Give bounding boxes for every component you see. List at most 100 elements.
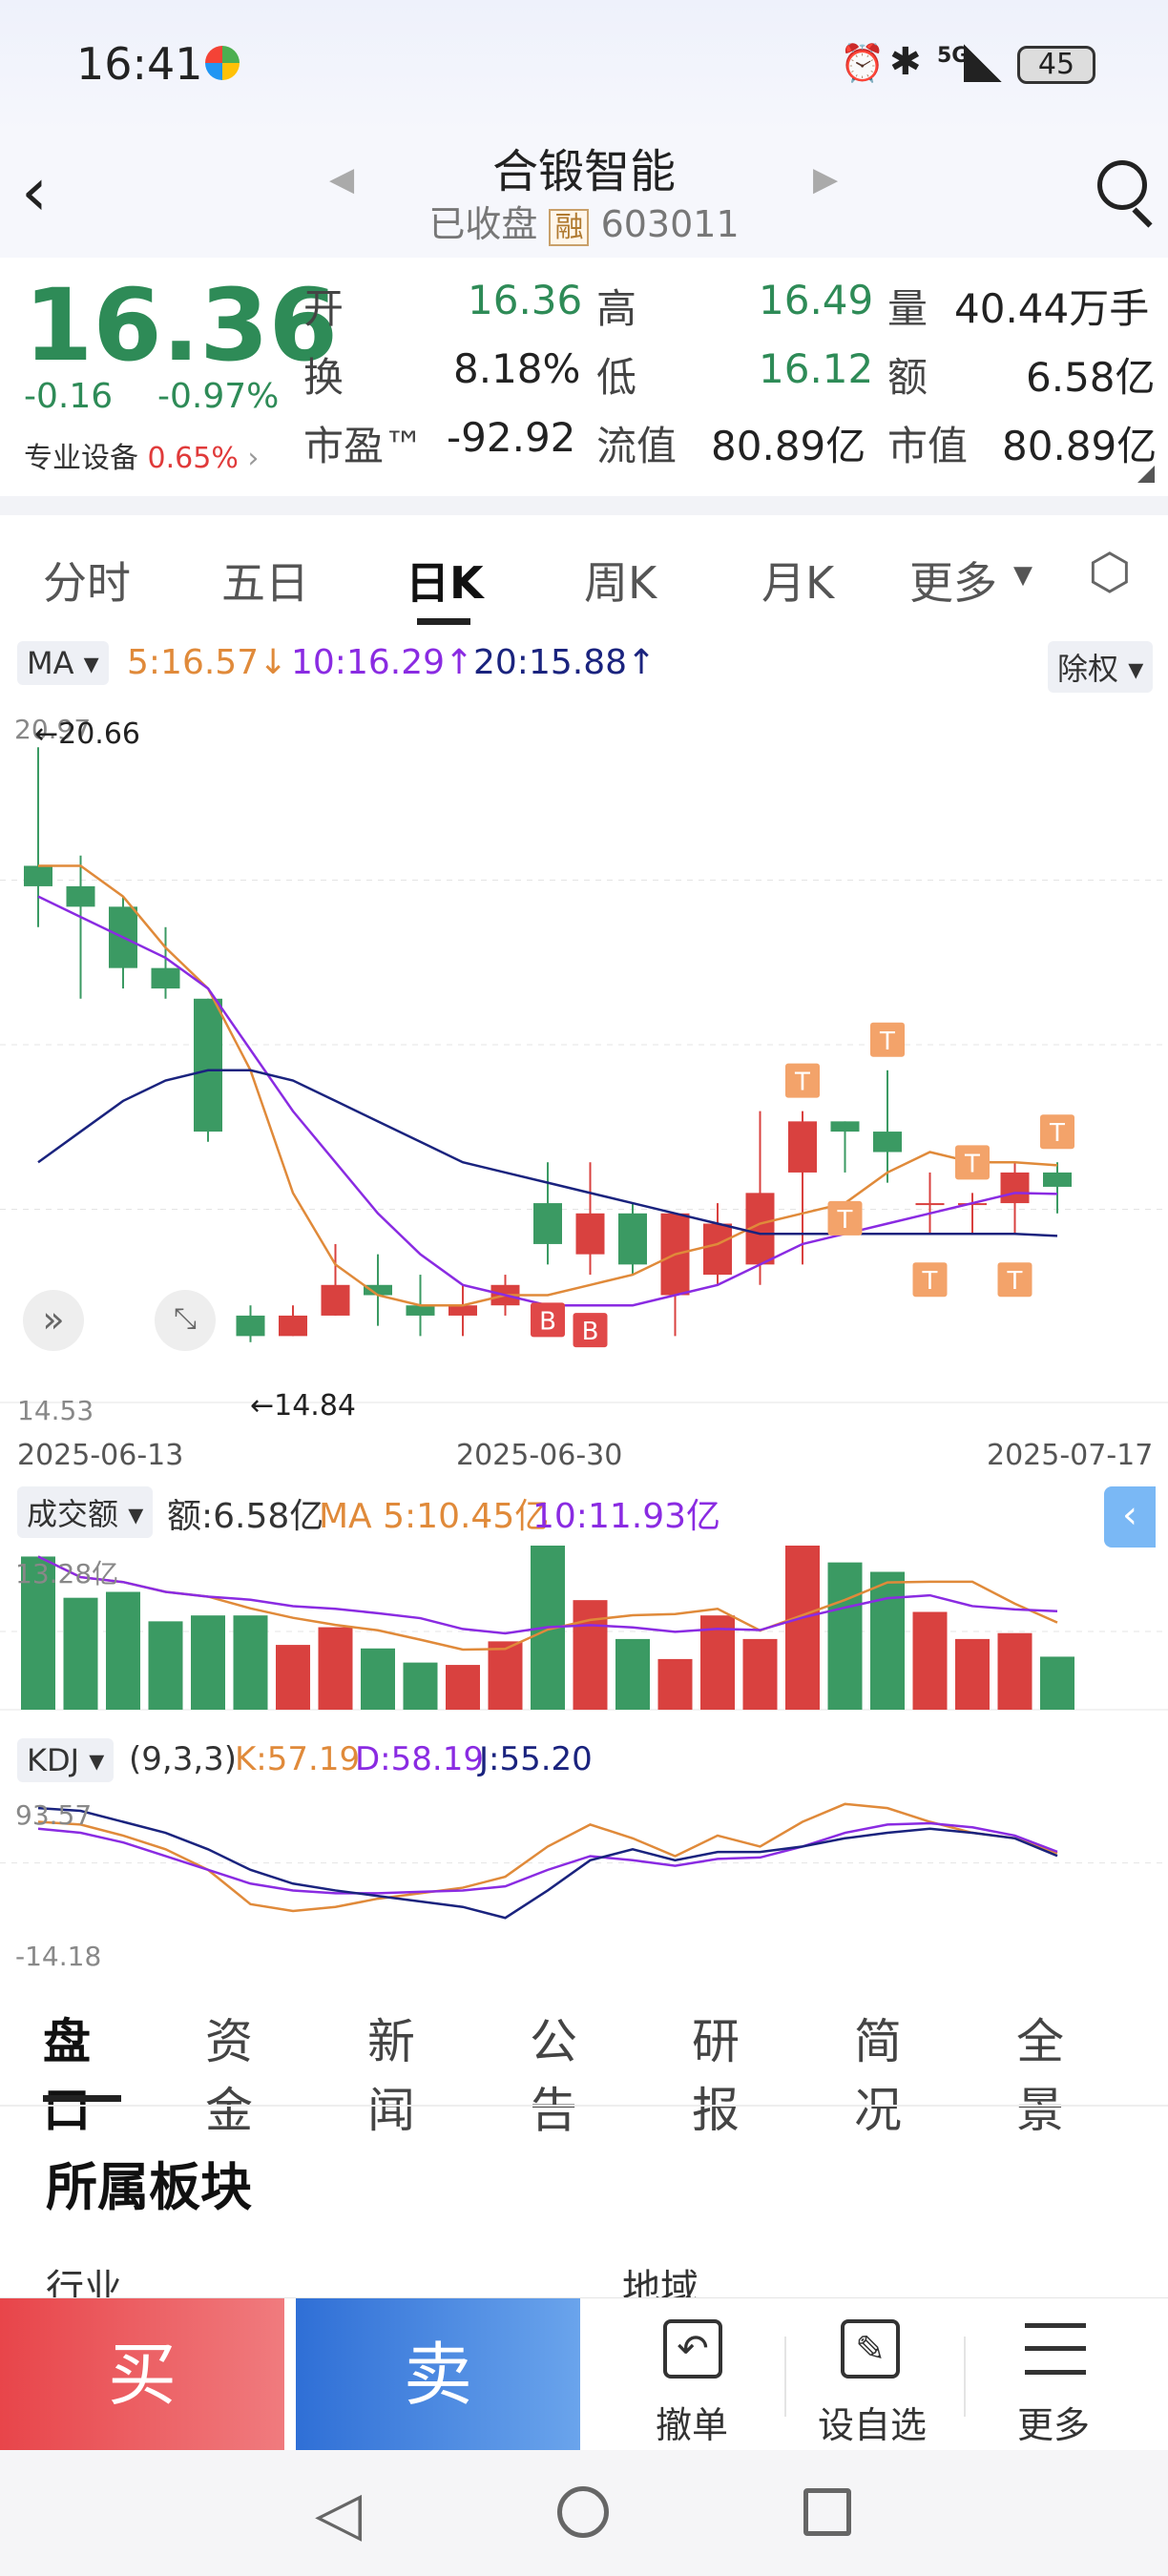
tab-intraday[interactable]: 分时 xyxy=(43,557,131,609)
volume-ma5: MA 5:10.45亿 xyxy=(319,1497,550,1536)
more-label: 更多 xyxy=(1017,2404,1091,2446)
min-price-note: ←14.84 xyxy=(250,1389,357,1423)
date-mid: 2025-06-30 xyxy=(456,1439,623,1472)
volume-bar xyxy=(361,1648,395,1710)
candle-body xyxy=(533,1203,562,1244)
date-end: 2025-07-17 xyxy=(987,1439,1154,1472)
nav-recents-icon[interactable] xyxy=(803,2488,851,2536)
kdj-chart xyxy=(0,1802,1168,1920)
adjust-selector[interactable]: 除权 ▾ xyxy=(1048,641,1154,693)
chevron-right-icon: › xyxy=(247,442,260,475)
kdj-d: D:58.19 xyxy=(355,1740,484,1778)
sector-link[interactable]: 专业设备 0.65% › xyxy=(24,434,259,476)
volume-selector-label: 成交额 xyxy=(27,1496,119,1532)
open-value: 16.36 xyxy=(468,277,583,323)
candle-body xyxy=(406,1305,435,1316)
marker-box xyxy=(827,1200,863,1236)
tab-funds[interactable]: 资金 xyxy=(205,2014,253,2138)
candle-body xyxy=(1000,1172,1030,1204)
tab-research[interactable]: 研报 xyxy=(692,2014,740,2138)
tab-weekly-k[interactable]: 周K xyxy=(584,557,657,609)
more-button[interactable]: 更多 xyxy=(983,2298,1145,2451)
quote-panel: 16.36 -0.16 -0.97% 专业设备 0.65% › 开 16.36 … xyxy=(0,258,1168,487)
kdj-selector-label: KDJ xyxy=(27,1742,80,1778)
sector-name: 专业设备 xyxy=(24,442,138,475)
collapse-panel-icon[interactable]: ‹ xyxy=(1104,1486,1156,1548)
float-cap-label: 流值 xyxy=(596,423,678,469)
open-label: 开 xyxy=(303,285,344,332)
nav-home-icon[interactable] xyxy=(557,2486,609,2538)
low-value: 16.12 xyxy=(759,345,874,392)
kdj-selector[interactable]: KDJ ▾ xyxy=(17,1738,115,1782)
chart-top-value: 20.97 xyxy=(14,714,92,745)
kline-chart[interactable]: B B T T T T T T T xyxy=(0,706,1168,1431)
candle-body xyxy=(236,1315,265,1337)
marker-label: B xyxy=(539,1307,556,1336)
kdj-k-line xyxy=(37,1802,1058,1913)
candle-body xyxy=(873,1132,902,1153)
tab-profile[interactable]: 简况 xyxy=(854,2014,902,2138)
price-change-pct: -0.97% xyxy=(157,377,280,416)
marker-box xyxy=(785,1063,820,1098)
volume-top-value: 13.28亿 xyxy=(15,1558,119,1589)
candle-body xyxy=(788,1121,817,1173)
buy-marker: B xyxy=(531,1302,565,1338)
section-title: 所属板块 xyxy=(46,2157,252,2217)
buy-button[interactable]: 买 xyxy=(0,2298,284,2451)
candle-body xyxy=(618,1213,647,1265)
ma5-value: 5:16.57↓ xyxy=(127,643,288,682)
tab-more[interactable]: 更多 xyxy=(909,557,997,609)
tab-panorama[interactable]: 全景 xyxy=(1016,2014,1064,2138)
back-icon[interactable]: ‹ xyxy=(21,153,48,231)
action-bar: 买 卖 ↶ 撤单 ✎ 设自选 更多 xyxy=(0,2297,1168,2451)
battery-icon: 45 xyxy=(1017,46,1095,84)
marker-label: T xyxy=(922,1267,938,1296)
volume-bar xyxy=(827,1562,863,1710)
add-watchlist-button[interactable]: ✎ 设自选 xyxy=(797,2298,959,2451)
volume-bar xyxy=(148,1621,183,1710)
volume-bar xyxy=(700,1615,735,1710)
ma-selector[interactable]: MA ▾ xyxy=(17,641,109,685)
settings-hexagon-icon[interactable]: ⬡ xyxy=(1088,544,1132,601)
nav-back-icon[interactable]: ◁ xyxy=(315,2479,363,2549)
candle-body xyxy=(279,1315,307,1337)
volume-bar xyxy=(21,1556,55,1710)
divider xyxy=(964,2337,966,2417)
volume-bar xyxy=(785,1546,820,1710)
marker-box xyxy=(955,1145,990,1180)
margin-badge: 融 xyxy=(549,209,590,246)
volume-bar xyxy=(276,1645,310,1710)
last-price: 16.36 xyxy=(24,267,338,384)
tab-monthly-k[interactable]: 月K xyxy=(761,557,835,609)
marker-label: T xyxy=(1007,1267,1023,1296)
sell-button[interactable]: 卖 xyxy=(296,2298,580,2451)
prev-stock-icon[interactable]: ◀ xyxy=(329,160,355,198)
expand-corner-icon[interactable] xyxy=(1137,466,1155,483)
next-stock-icon[interactable]: ▶ xyxy=(813,160,839,198)
marker-box xyxy=(1040,1114,1074,1150)
alarm-icon: ⏰ xyxy=(840,42,886,84)
tab-daily-k[interactable]: 日K xyxy=(406,557,484,609)
tab-news[interactable]: 新闻 xyxy=(367,2014,415,2138)
ma10-value: 10:16.29↑ xyxy=(291,643,474,682)
kdj-j-line xyxy=(37,1806,1058,1920)
search-icon[interactable] xyxy=(1097,160,1147,210)
tab-announcements[interactable]: 公告 xyxy=(530,2014,577,2138)
divider xyxy=(784,2337,786,2417)
expand-left-icon[interactable]: » xyxy=(23,1290,84,1351)
volume-bar xyxy=(657,1658,693,1710)
candle-body xyxy=(151,967,180,989)
cancel-order-button[interactable]: ↶ 撤单 xyxy=(611,2298,773,2451)
trade-marker: T xyxy=(1040,1114,1074,1150)
marker-label: B xyxy=(582,1318,599,1346)
tab-orderbook[interactable]: 盘口 xyxy=(43,2014,91,2138)
tab-five-day[interactable]: 五日 xyxy=(221,557,309,609)
marker-label: T xyxy=(879,1028,895,1056)
fullscreen-icon[interactable]: ⤡ xyxy=(155,1290,216,1351)
volume-selector[interactable]: 成交额 ▾ xyxy=(17,1486,154,1538)
volume-value: 40.44万手 xyxy=(954,285,1150,332)
candle-body xyxy=(830,1121,860,1132)
kdj-indicator-row: KDJ ▾ (9,3,3) K:57.19 D:58.19 J:55.20 xyxy=(0,1736,1168,1794)
candle-body xyxy=(703,1223,732,1276)
market-status: 已收盘 xyxy=(428,203,538,245)
